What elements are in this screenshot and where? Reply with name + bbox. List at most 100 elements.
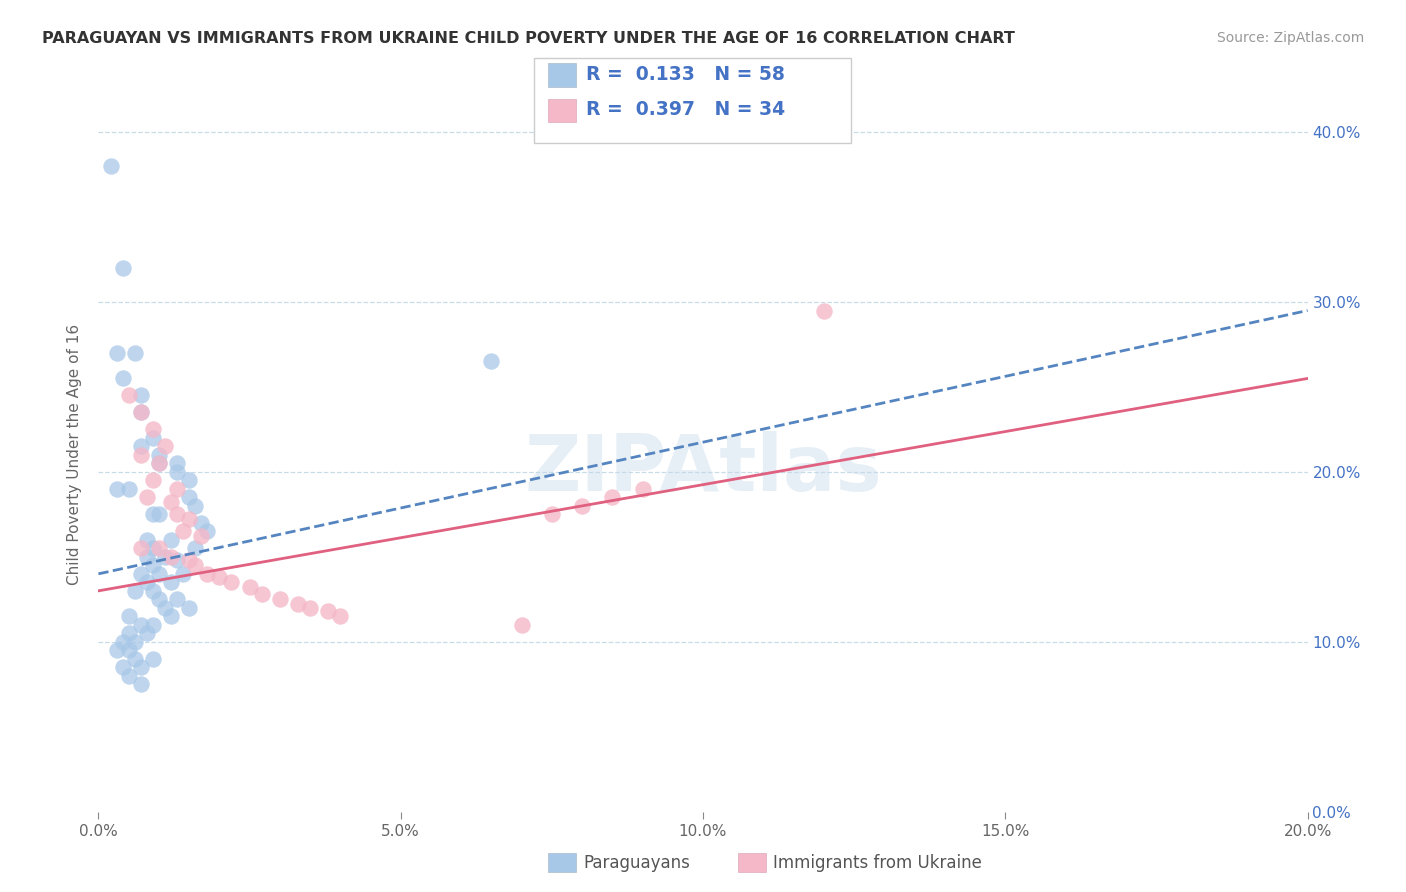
Point: [160, 609, 183, 624]
Point: [142, 617, 165, 632]
Text: Immigrants from Ukraine: Immigrants from Ukraine: [773, 854, 983, 871]
Point: [250, 587, 273, 601]
Point: [142, 474, 165, 488]
Point: [631, 482, 654, 496]
Point: [105, 346, 128, 360]
Point: [129, 566, 152, 581]
Point: [481, 354, 503, 368]
Point: [129, 660, 152, 674]
Point: [118, 482, 141, 496]
Point: [166, 465, 188, 479]
Point: [179, 491, 201, 505]
Point: [239, 581, 262, 595]
Point: [179, 600, 201, 615]
Point: [179, 553, 201, 567]
Point: [299, 600, 322, 615]
Point: [118, 609, 141, 624]
Point: [129, 405, 152, 419]
Point: [124, 652, 146, 666]
Point: [540, 508, 562, 522]
Point: [129, 439, 152, 453]
Point: [195, 566, 218, 581]
Point: [571, 499, 593, 513]
Point: [148, 566, 170, 581]
Point: [153, 549, 176, 564]
Point: [166, 592, 188, 607]
Point: [118, 643, 141, 657]
Point: [135, 491, 157, 505]
Point: [142, 541, 165, 556]
Point: [221, 575, 243, 590]
Point: [166, 508, 188, 522]
Point: [142, 558, 165, 573]
Point: [190, 529, 212, 543]
Point: [166, 457, 188, 471]
Point: [179, 512, 201, 526]
Point: [129, 448, 152, 462]
Point: [142, 431, 165, 445]
Text: Source: ZipAtlas.com: Source: ZipAtlas.com: [1216, 31, 1364, 45]
Point: [602, 491, 624, 505]
Point: [329, 609, 352, 624]
Text: ZIPAtlas: ZIPAtlas: [524, 431, 882, 508]
Point: [166, 553, 188, 567]
Point: [148, 448, 170, 462]
Y-axis label: Child Poverty Under the Age of 16: Child Poverty Under the Age of 16: [67, 325, 83, 585]
Point: [179, 474, 201, 488]
Point: [153, 439, 176, 453]
Point: [142, 652, 165, 666]
Text: PARAGUAYAN VS IMMIGRANTS FROM UKRAINE CHILD POVERTY UNDER THE AGE OF 16 CORRELAT: PARAGUAYAN VS IMMIGRANTS FROM UKRAINE CH…: [42, 31, 1015, 46]
Point: [129, 541, 152, 556]
Point: [118, 669, 141, 683]
Point: [124, 635, 146, 649]
Point: [184, 499, 207, 513]
Point: [142, 422, 165, 436]
Point: [135, 549, 157, 564]
Point: [813, 303, 835, 318]
Point: [160, 495, 183, 509]
Point: [316, 604, 339, 618]
Point: [269, 592, 291, 607]
Point: [105, 643, 128, 657]
Point: [105, 482, 128, 496]
Point: [111, 371, 134, 385]
Point: [135, 575, 157, 590]
Text: R =  0.133   N = 58: R = 0.133 N = 58: [586, 64, 785, 84]
Point: [111, 260, 134, 275]
Point: [172, 524, 194, 539]
Point: [208, 570, 231, 584]
Point: [129, 617, 152, 632]
Text: Paraguayans: Paraguayans: [583, 854, 690, 871]
Point: [153, 600, 176, 615]
Point: [142, 508, 165, 522]
Point: [124, 346, 146, 360]
Point: [184, 558, 207, 573]
Point: [148, 457, 170, 471]
Point: [190, 516, 212, 530]
Point: [129, 388, 152, 402]
Point: [135, 626, 157, 640]
Point: [510, 617, 533, 632]
Point: [135, 533, 157, 547]
Point: [195, 524, 218, 539]
Point: [111, 635, 134, 649]
Point: [184, 541, 207, 556]
Point: [124, 583, 146, 598]
Point: [118, 626, 141, 640]
Point: [160, 549, 183, 564]
Point: [111, 660, 134, 674]
Point: [172, 566, 194, 581]
Point: [129, 405, 152, 419]
Point: [166, 482, 188, 496]
Point: [160, 533, 183, 547]
Point: [118, 388, 141, 402]
Point: [129, 677, 152, 691]
Point: [100, 159, 122, 173]
Point: [148, 541, 170, 556]
Point: [148, 508, 170, 522]
Point: [148, 592, 170, 607]
Text: R =  0.397   N = 34: R = 0.397 N = 34: [586, 100, 786, 120]
Point: [160, 575, 183, 590]
Point: [142, 583, 165, 598]
Point: [287, 598, 309, 612]
